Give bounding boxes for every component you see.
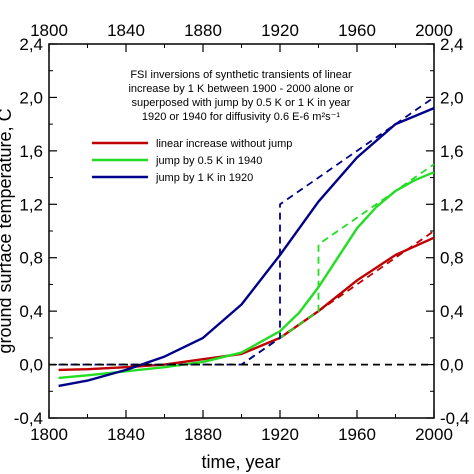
x-top-tick-label: 2000	[415, 21, 453, 40]
series-line-linear-increase-without-jump	[58, 236, 435, 372]
legend-label-blue: jump by 1 K in 1920	[155, 172, 253, 184]
x-tick-label: 1920	[261, 425, 299, 444]
y-tick-label: 0,8	[19, 249, 43, 268]
series-line-jump-by-0-5-k-in-1940	[58, 171, 435, 380]
annotation-line-2: increase by 1 K between 1900 - 2000 alon…	[128, 83, 353, 95]
x-tick-label: 1800	[30, 425, 68, 444]
x-top-tick-label: 1880	[184, 21, 222, 40]
y-axis-title: ground surface temperature, C	[0, 108, 15, 353]
y-right-tick-label: 0,0	[440, 356, 464, 375]
plot-area	[48, 43, 435, 419]
x-top-tick-label: 1840	[107, 21, 145, 40]
x-top-tick-label: 1800	[30, 21, 68, 40]
legend-label-green: jump by 0.5 K in 1940	[155, 155, 262, 167]
y-tick-label: 1,6	[19, 142, 43, 161]
y-tick-label: -0,4	[14, 409, 43, 428]
series-line-dashed-series-5	[58, 96, 435, 366]
annotation-line-3: superposed with jump by 0.5 K or 1 K in …	[132, 97, 351, 109]
y-tick-label: 0,4	[19, 302, 43, 321]
x-tick-label: 2000	[415, 425, 453, 444]
x-axis-title: time, year	[201, 452, 280, 472]
y-right-tick-label: 1,2	[440, 195, 464, 214]
x-tick-label: 1880	[184, 425, 222, 444]
y-right-tick-label: 2,4	[440, 35, 464, 54]
y-tick-label: 2,0	[19, 88, 43, 107]
y-right-tick-label: 1,6	[440, 142, 464, 161]
series-line-jump-by-1-k-in-1920	[58, 106, 435, 388]
y-tick-label: 2,4	[19, 35, 43, 54]
y-tick-label: 0,0	[19, 356, 43, 375]
y-tick-label: 1,2	[19, 195, 43, 214]
x-top-tick-label: 1920	[261, 21, 299, 40]
y-right-tick-label: 0,8	[440, 249, 464, 268]
y-right-tick-label: 0,4	[440, 302, 464, 321]
x-top-tick-label: 1960	[338, 21, 376, 40]
legend: linear increase without jump jump by 0.5…	[92, 138, 292, 184]
annotation-line-4: 1920 or 1940 for diffusivity 0.6 E-6 m²s…	[142, 111, 341, 123]
y-right-tick-label: -0,4	[440, 409, 469, 428]
annotation-line-1: FSI inversions of synthetic transients o…	[130, 69, 352, 81]
x-tick-label: 1840	[107, 425, 145, 444]
x-tick-label: 1960	[338, 425, 376, 444]
annotation-block: FSI inversions of synthetic transients o…	[128, 69, 353, 123]
series-layer	[49, 96, 435, 388]
tick-labels: 1800 1840 1880 1920 1960 2000 1800 1840 1880 1920…	[14, 21, 470, 444]
legend-label-red: linear increase without jump	[156, 138, 292, 150]
y-right-tick-label: 2,0	[440, 88, 464, 107]
